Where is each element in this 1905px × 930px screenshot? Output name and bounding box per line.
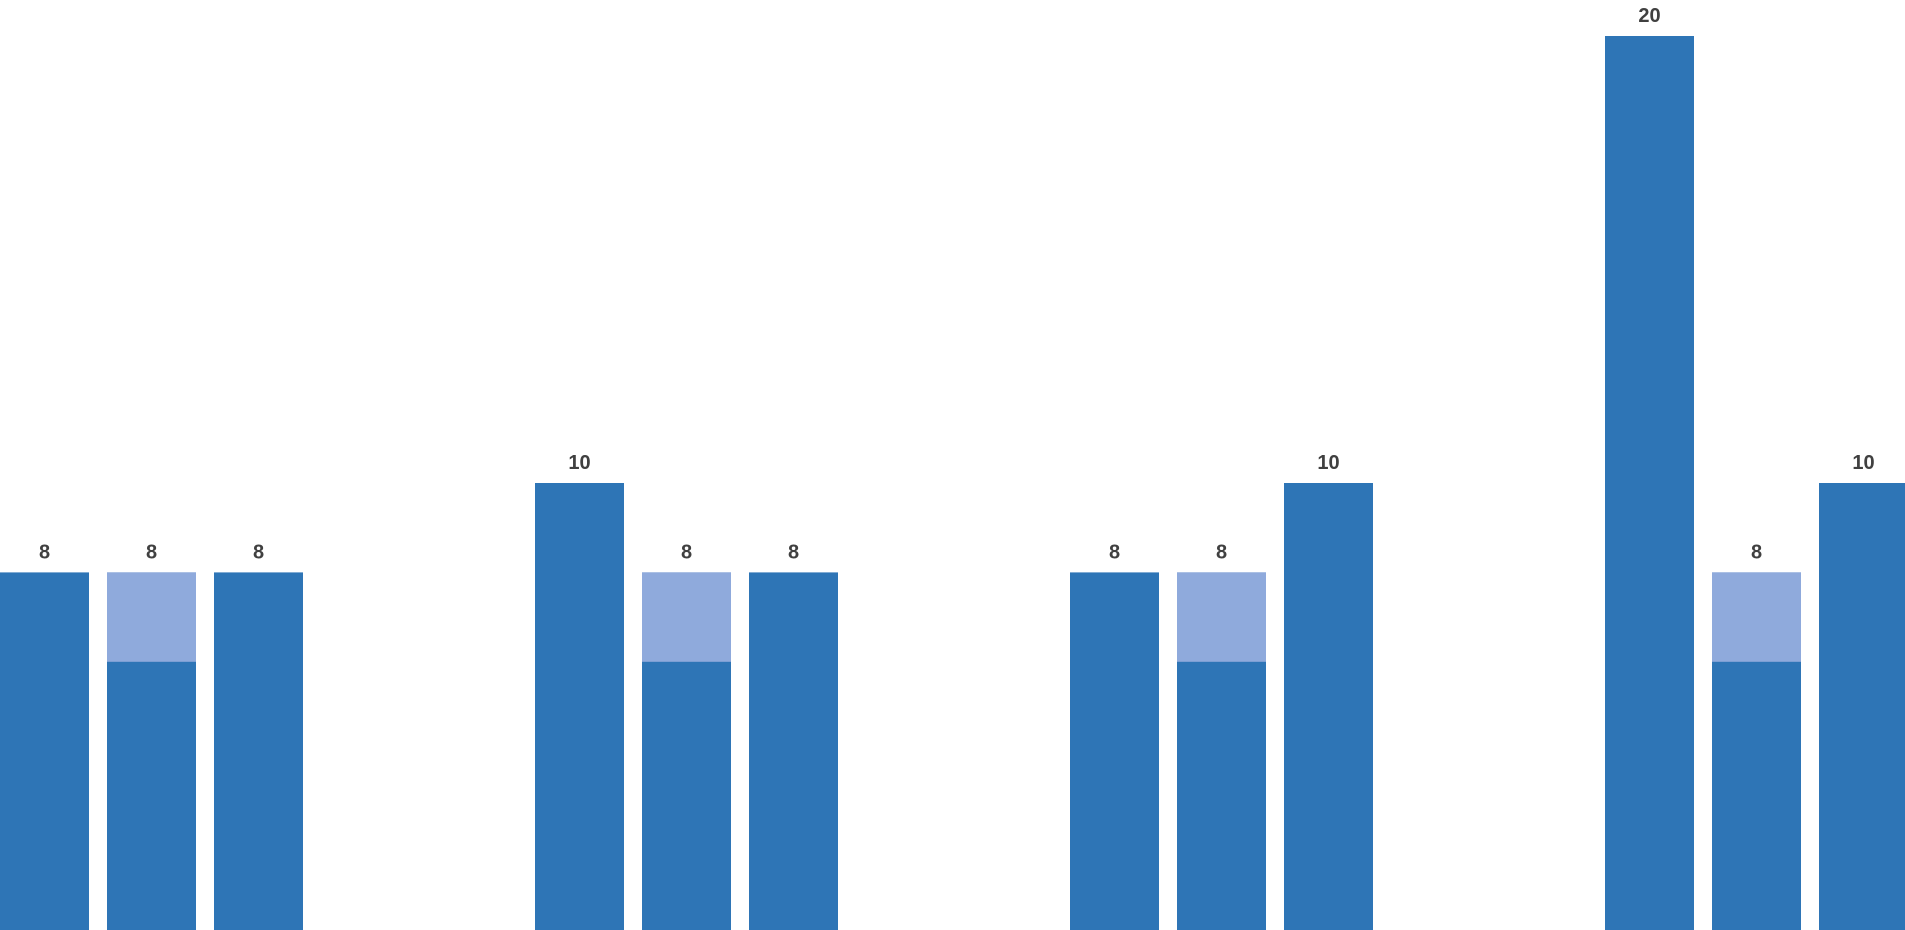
bar-group-1: 8 8 8 (0, 541, 303, 930)
data-label-1-1: 8 (39, 541, 50, 563)
bar-3-1 (1070, 572, 1159, 930)
data-label-2-3: 8 (788, 541, 799, 563)
data-label-2-2: 8 (681, 541, 692, 563)
bar-highlight-1-2 (107, 572, 196, 662)
data-label-4-1: 20 (1638, 5, 1660, 27)
bar-2-3 (749, 572, 838, 930)
bar-2-1 (535, 483, 624, 930)
data-label-4-2: 8 (1751, 541, 1762, 563)
data-label-3-2: 8 (1216, 541, 1227, 563)
data-label-1-3: 8 (253, 541, 264, 563)
bar-group-4: 20 8 10 (1605, 5, 1905, 930)
data-label-3-3: 10 (1317, 452, 1339, 474)
bar-3-3 (1284, 483, 1373, 930)
data-label-3-1: 8 (1109, 541, 1120, 563)
data-label-4-3: 10 (1852, 452, 1874, 474)
bar-group-3: 8 8 10 (1070, 452, 1373, 930)
bar-group-2: 10 8 8 (535, 452, 838, 930)
bar-4-3 (1819, 483, 1905, 930)
bar-4-1 (1605, 36, 1694, 930)
bar-highlight-4-2 (1712, 572, 1801, 662)
data-label-1-2: 8 (146, 541, 157, 563)
bar-1-1 (0, 572, 89, 930)
bar-highlight-3-2 (1177, 572, 1266, 662)
data-label-2-1: 10 (568, 452, 590, 474)
bar-1-3 (214, 572, 303, 930)
bar-highlight-2-2 (642, 572, 731, 662)
